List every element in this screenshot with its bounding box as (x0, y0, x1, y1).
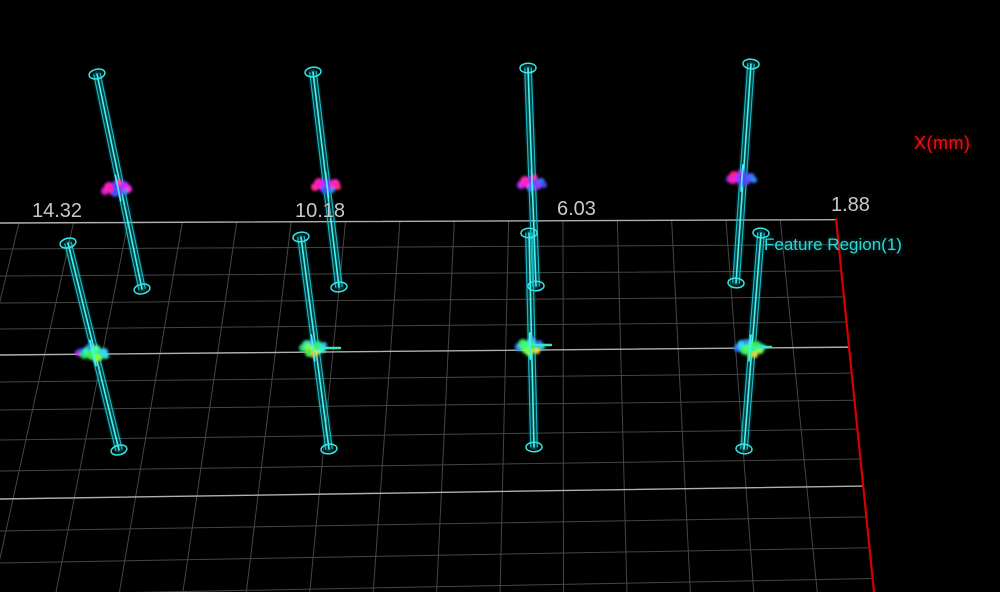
point-cluster-near (75, 344, 109, 362)
x-axis-title: X(mm) (914, 133, 971, 153)
axis-tick-label: 6.03 (557, 198, 596, 220)
axis-tick-label: 1.88 (831, 194, 870, 216)
axis-tick-label: 10.18 (295, 200, 346, 222)
feature-region-label: Feature Region(1) (764, 235, 902, 254)
axis-tick-label: 14.32 (32, 200, 83, 222)
